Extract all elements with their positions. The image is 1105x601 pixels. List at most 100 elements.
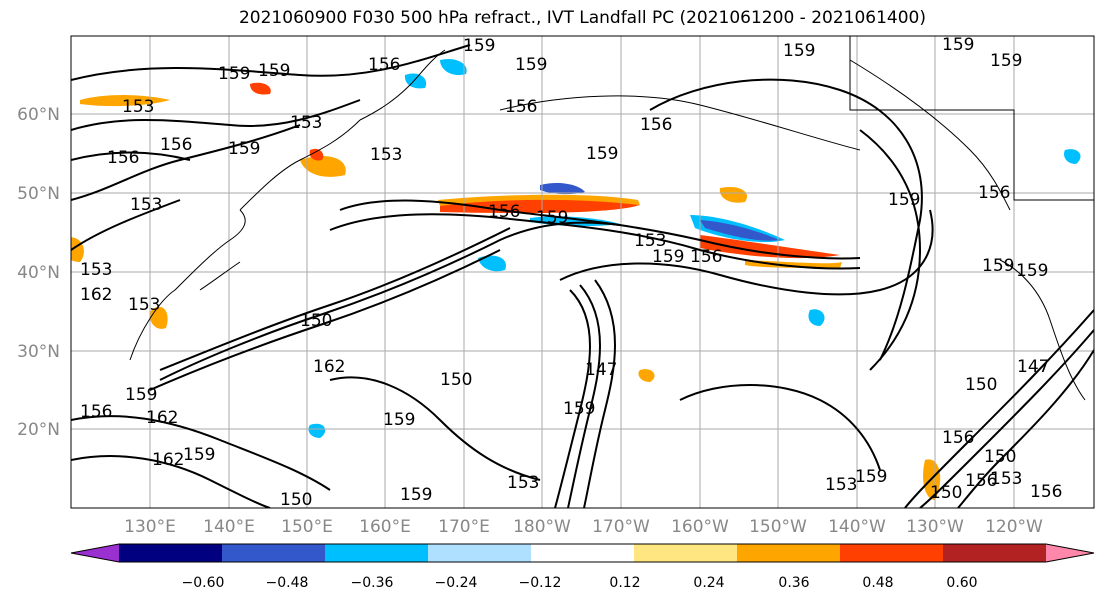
- colorbar-segment: [840, 544, 944, 562]
- contour-lines: [71, 44, 1094, 508]
- colorbar-tick-label: −0.12: [519, 575, 562, 591]
- contour-label: 156: [942, 428, 974, 448]
- contour-label: 156: [488, 202, 520, 222]
- colorbar-outline: [70, 543, 1095, 563]
- lon-label: 140°W: [828, 517, 886, 537]
- colorbar-segment: [634, 544, 738, 562]
- map-plot-area: 159 159 156 159 159 159 159 156 153 153 …: [71, 35, 1094, 510]
- lat-label: 20°N: [17, 420, 60, 440]
- contour-label: 159: [990, 51, 1022, 71]
- lon-label: 170°E: [438, 517, 490, 537]
- contour-label: 153: [130, 195, 162, 215]
- contour-label: 159: [563, 399, 595, 419]
- contour-label: 147: [1017, 357, 1049, 377]
- contour-label: 156: [160, 135, 192, 155]
- contour-label: 159: [888, 190, 920, 210]
- contour-label: 162: [313, 357, 345, 377]
- colorbar-tick-label: −0.48: [266, 575, 309, 591]
- contour-label: 153: [80, 260, 112, 280]
- contour-label: 153: [290, 113, 322, 133]
- contour-label: 153: [990, 469, 1022, 489]
- contour-label: 159: [125, 385, 157, 405]
- colorbar-tick-label: 0.48: [862, 575, 893, 591]
- colorbar-tick-label: 0.12: [609, 575, 640, 591]
- coastlines: [129, 36, 1094, 401]
- lon-label: 180°W: [513, 517, 571, 537]
- colorbar-tick-label: 0.24: [693, 575, 724, 591]
- contour-label: 162: [146, 408, 178, 428]
- longitude-labels: 130°E 140°E 150°E 160°E 170°E 180°W 170°…: [124, 517, 1043, 537]
- map-title: 2021060900 F030 500 hPa refract., IVT La…: [238, 8, 926, 28]
- lon-label: 130°E: [124, 517, 176, 537]
- contour-label: 156: [1030, 482, 1062, 502]
- contour-label: 159: [183, 445, 215, 465]
- contour-label: 150: [984, 447, 1016, 467]
- lat-label: 30°N: [17, 342, 60, 362]
- contour-label: 159: [1016, 261, 1048, 281]
- colorbar-extend-low: [71, 544, 119, 562]
- colorbar-tick-label: 0.60: [946, 575, 977, 591]
- contour-label: 153: [122, 97, 154, 117]
- contour-label: 150: [930, 483, 962, 503]
- contour-label: 153: [825, 475, 857, 495]
- contour-label: 159: [218, 64, 250, 84]
- colorbar-segment: [428, 544, 532, 562]
- colorbar-tick-label: 0.36: [778, 575, 809, 591]
- lat-label: 60°N: [17, 105, 60, 125]
- contour-label: 153: [128, 295, 160, 315]
- lon-label: 140°E: [203, 517, 255, 537]
- contour-label: 159: [783, 41, 815, 61]
- lat-label: 50°N: [17, 184, 60, 204]
- contour-label: 159: [515, 55, 547, 75]
- lon-label: 170°W: [592, 517, 650, 537]
- contour-label: 159: [536, 208, 568, 228]
- colorbar-segment: [943, 544, 1047, 562]
- contour-label: 150: [280, 490, 312, 510]
- colorbar-segment: [737, 544, 841, 562]
- contour-label: 147: [585, 360, 617, 380]
- latitude-labels: 60°N 50°N 40°N 30°N 20°N: [17, 105, 60, 440]
- colorbar-segment: [325, 544, 429, 562]
- contour-label: 153: [370, 145, 402, 165]
- contour-label: 153: [507, 473, 539, 493]
- contour-label: 162: [80, 285, 112, 305]
- lon-label: 150°E: [281, 517, 333, 537]
- contour-label: 159: [228, 139, 260, 159]
- contour-label: 156: [107, 148, 139, 168]
- lat-label: 40°N: [17, 263, 60, 283]
- lon-label: 130°W: [906, 517, 964, 537]
- contour-label: 156: [505, 97, 537, 117]
- plot-border: [70, 35, 1095, 509]
- contour-label: 156: [965, 471, 997, 491]
- contour-label: 159: [463, 36, 495, 56]
- colorbar-ticks: −0.60 −0.48 −0.36 −0.24 −0.12 0.12 0.24 …: [182, 575, 978, 591]
- lon-label: 160°E: [359, 517, 411, 537]
- colorbar-segment: [119, 544, 223, 562]
- colorbar-tick-label: −0.24: [435, 575, 478, 591]
- contour-label-group: 159 159 156 159 159 159 159 156 153 153 …: [80, 35, 1062, 510]
- colorbar-segment: [222, 544, 326, 562]
- contour-label: 156: [690, 247, 722, 267]
- contour-label: 159: [982, 256, 1014, 276]
- contour-label: 156: [368, 55, 400, 75]
- contour-label: 159: [942, 35, 974, 55]
- contour-label: 150: [300, 311, 332, 331]
- graticule: [71, 36, 1094, 508]
- colorbar-tick-label: −0.60: [182, 575, 225, 591]
- contour-label: 153: [634, 231, 666, 251]
- contour-label: 150: [440, 370, 472, 390]
- contour-label: 156: [640, 115, 672, 135]
- colorbar: [70, 543, 1095, 563]
- contour-label: 159: [586, 144, 618, 164]
- colorbar-segment: [531, 544, 635, 562]
- contour-label: 150: [965, 375, 997, 395]
- colorbar-tick-label: −0.36: [351, 575, 394, 591]
- contour-label: 162: [152, 450, 184, 470]
- contour-label: 159: [855, 467, 887, 487]
- contour-label: 159: [652, 247, 684, 267]
- contour-label: 156: [80, 402, 112, 422]
- colorbar-extend-high: [1046, 544, 1094, 562]
- lon-label: 120°W: [985, 517, 1043, 537]
- contour-label: 156: [978, 183, 1010, 203]
